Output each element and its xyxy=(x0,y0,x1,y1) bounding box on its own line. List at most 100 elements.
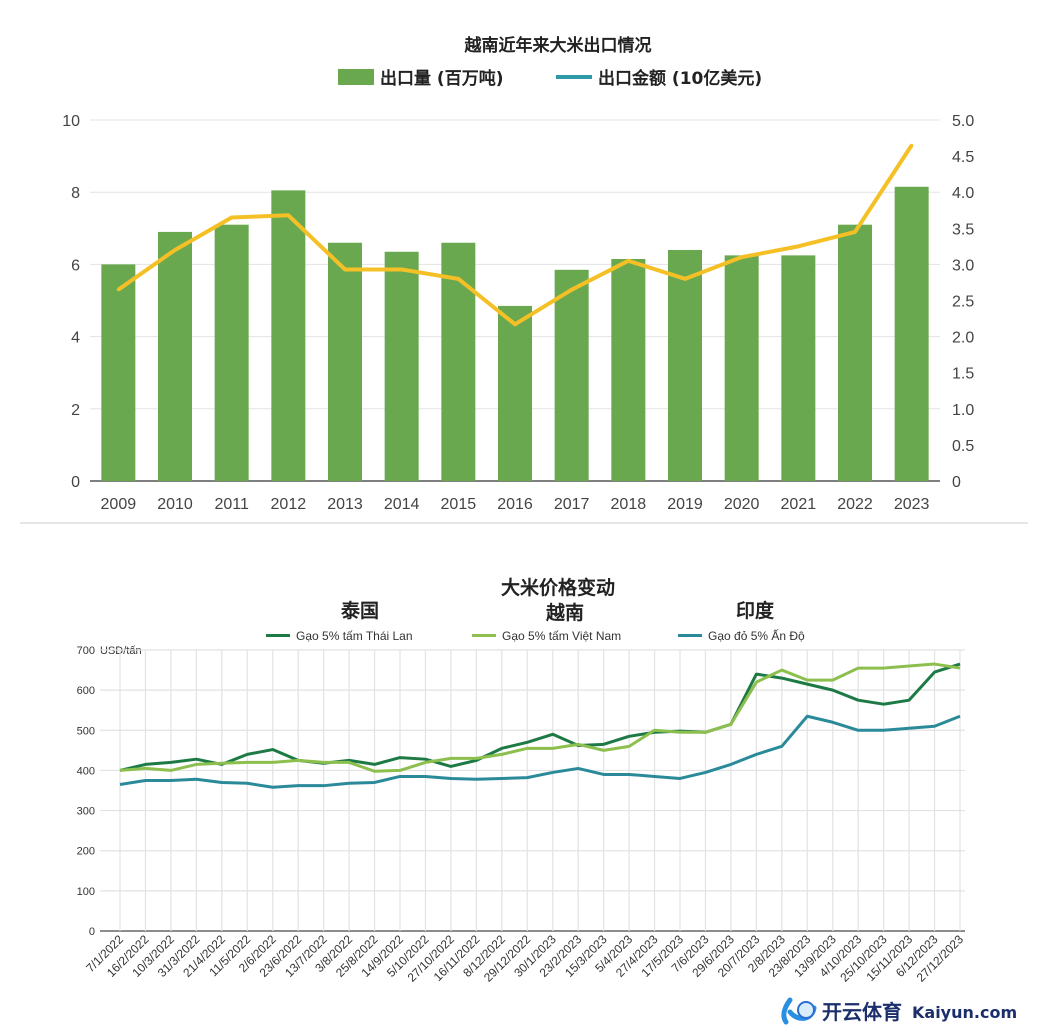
legend-label-thai: Gạo 5% tấm Thái Lan xyxy=(296,629,413,643)
x-tick: 5/10/2022 xyxy=(384,932,432,980)
legend-swatch-india xyxy=(678,634,702,637)
y-tick-right: 1.0 xyxy=(952,402,974,419)
legend-swatch-volume xyxy=(338,69,374,85)
watermark-logo: 开云体育 Kaiyun.com xyxy=(781,997,1017,1025)
bar-2021 xyxy=(781,255,816,481)
export-value-point-2014 xyxy=(400,267,404,271)
annotation-india: 印度 xyxy=(736,599,775,622)
legend-swatch-thai xyxy=(266,634,290,637)
price-chart-title: 大米价格变动 xyxy=(501,576,615,599)
x-tick: 17/5/2023 xyxy=(638,932,686,980)
export-value-point-2023 xyxy=(910,143,914,147)
x-tick: 2019 xyxy=(667,496,703,513)
export-chart-title: 越南近年来大米出口情况 xyxy=(464,35,652,56)
logo-ball-icon xyxy=(797,1001,815,1019)
bar-2011 xyxy=(214,224,249,481)
export-value-point-2021 xyxy=(796,244,800,248)
legend-label-value: 出口金额 (10亿美元) xyxy=(598,68,762,89)
export-value-point-2009 xyxy=(116,288,120,292)
export-value-point-2015 xyxy=(456,277,460,281)
x-tick: 25/10/2023 xyxy=(837,932,890,985)
y-tick-right: 4.0 xyxy=(952,185,974,202)
y-tick-right: 5.0 xyxy=(952,113,974,130)
bar-2017 xyxy=(554,269,589,481)
bar-2013 xyxy=(328,242,362,481)
x-tick: 14/9/2022 xyxy=(358,932,406,980)
watermark-en: Kaiyun.com xyxy=(912,1003,1017,1022)
x-tick: 20/7/2023 xyxy=(715,932,763,980)
x-tick: 15/3/2023 xyxy=(562,932,610,980)
x-tick: 2017 xyxy=(554,496,590,513)
x-tick: 2010 xyxy=(157,496,193,513)
bar-2020 xyxy=(724,255,759,481)
x-tick: 23/8/2023 xyxy=(766,932,814,980)
bar-2019 xyxy=(668,249,702,481)
price-line-thai xyxy=(119,662,961,772)
x-tick: 2023 xyxy=(894,496,930,513)
y-axis-unit: USD/tấn xyxy=(100,645,142,657)
bar-2012 xyxy=(271,190,306,481)
y-tick-right: 2.0 xyxy=(952,330,974,347)
y-tick: 100 xyxy=(77,886,95,898)
export-chart: 越南近年来大米出口情况 出口量 (百万吨) 出口金额 (10亿美元) 0 2 4 6 8… xyxy=(20,35,1028,524)
x-tick: 27/4/2023 xyxy=(613,932,661,980)
bar-2022 xyxy=(838,224,872,481)
export-value-point-2010 xyxy=(173,248,177,252)
x-tick: 4/10/2023 xyxy=(817,932,865,980)
x-tick: 27/10/2022 xyxy=(405,932,458,985)
bar-2014 xyxy=(384,251,419,481)
x-tick: 3/8/2022 xyxy=(312,932,355,975)
x-tick: 2012 xyxy=(271,496,307,513)
annotation-thailand: 泰国 xyxy=(340,599,379,622)
x-tick: 29/12/2022 xyxy=(481,932,534,985)
y-tick-left: 8 xyxy=(71,185,80,202)
y-tick-right: 0 xyxy=(952,474,961,491)
bar-2023 xyxy=(894,186,929,481)
y-tick-right: 3.0 xyxy=(952,257,974,274)
y-tick-left: 4 xyxy=(71,330,80,347)
x-tick: 5/4/2023 xyxy=(592,932,635,975)
price-chart-legend: Gạo 5% tấm Thái Lan Gạo 5% tấm Việt Nam … xyxy=(266,628,805,643)
y-tick-left: 10 xyxy=(62,113,80,130)
x-tick: 10/3/2022 xyxy=(129,932,177,980)
x-tick: 16/2/2022 xyxy=(104,932,152,980)
y-tick: 500 xyxy=(77,725,95,737)
export-value-point-2020 xyxy=(740,255,744,259)
y-tick-right: 0.5 xyxy=(952,438,974,455)
x-tick: 30/1/2023 xyxy=(511,932,559,980)
y-tick-right: 1.5 xyxy=(952,366,974,383)
bar-2016 xyxy=(498,305,532,481)
x-tick: 2015 xyxy=(441,496,477,513)
logo-k-mark xyxy=(781,997,817,1025)
bar-2009 xyxy=(101,264,136,481)
export-value-point-2017 xyxy=(570,288,574,292)
y-tick-left: 0 xyxy=(71,474,80,491)
x-tick: 27/12/2023 xyxy=(914,932,967,985)
x-tick: 21/4/2022 xyxy=(180,932,228,980)
x-tick: 2020 xyxy=(724,496,760,513)
legend-label-volume: 出口量 (百万吨) xyxy=(380,68,503,89)
export-value-point-2016 xyxy=(513,322,517,326)
x-tick: 13/9/2023 xyxy=(791,932,839,980)
x-tick: 16/11/2022 xyxy=(431,932,483,984)
legend-label-vietnam: Gạo 5% tấm Việt Nam xyxy=(502,629,621,643)
x-tick: 2016 xyxy=(497,496,533,513)
export-value-point-2018 xyxy=(626,259,630,263)
x-tick: 31/3/2022 xyxy=(155,932,203,980)
x-tick: 2014 xyxy=(384,496,420,513)
y-tick: 300 xyxy=(77,806,95,818)
x-tick: 2011 xyxy=(214,496,249,513)
x-tick: 23/2/2023 xyxy=(537,932,585,980)
x-tick: 2018 xyxy=(611,496,647,513)
x-tick: 2009 xyxy=(101,496,137,513)
y-tick: 400 xyxy=(77,765,95,777)
x-tick: 11/5/2022 xyxy=(206,932,253,979)
annotation-vietnam: 越南 xyxy=(545,601,584,624)
y-tick: 600 xyxy=(77,685,95,697)
x-tick: 29/6/2023 xyxy=(689,932,737,980)
export-value-point-2019 xyxy=(683,277,687,281)
export-value-point-2022 xyxy=(853,230,857,234)
x-tick: 2/8/2023 xyxy=(745,932,788,975)
x-tick: 2013 xyxy=(327,496,363,513)
legend-swatch-vietnam xyxy=(472,634,496,637)
